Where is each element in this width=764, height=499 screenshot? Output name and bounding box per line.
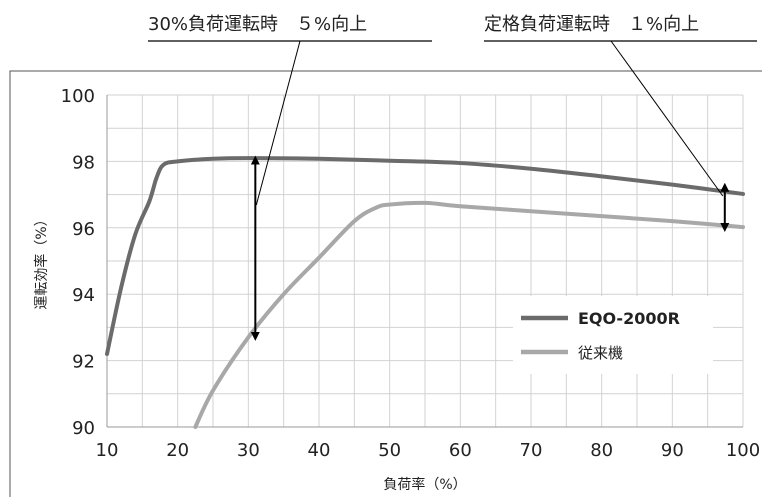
legend-box [513, 296, 713, 374]
axes [106, 95, 743, 428]
y-axis-label: 運転効率（%） [33, 212, 50, 309]
y-tick-label: 94 [72, 285, 95, 306]
tick-labels: 10 20 30 40 50 60 70 80 90 100 90 92 94 96 98 100 [61, 86, 761, 461]
x-tick-label: 50 [378, 440, 401, 461]
x-tick-label: 10 [96, 440, 119, 461]
grid [106, 94, 744, 428]
x-tick-label: 70 [520, 440, 543, 461]
x-tick-label: 30 [237, 440, 260, 461]
y-tick-label: 100 [61, 86, 95, 107]
legend-label-conventional: 従来機 [578, 344, 623, 362]
x-axis-label: 負荷率（%） [383, 476, 466, 493]
x-tick-label: 80 [590, 440, 613, 461]
callout-leader-rated [610, 40, 724, 197]
y-tick-label: 96 [72, 219, 95, 240]
callout-label-rated: 定格負荷運転時 １%向上 [484, 14, 699, 35]
x-tick-label: 20 [166, 440, 189, 461]
y-tick-label: 90 [72, 418, 95, 439]
callout-label-30pct: 30%負荷運転時 ５%向上 [148, 14, 367, 35]
x-tick-label: 60 [449, 440, 472, 461]
x-tick-label: 100 [726, 440, 760, 461]
legend-label-eqo-2000r: EQO-2000R [578, 309, 680, 328]
callout-leader-30pct [255, 40, 301, 206]
x-tick-label: 90 [661, 440, 684, 461]
annotations: 30%負荷運転時 ５%向上 定格負荷運転時 １%向上 [148, 14, 757, 341]
chart-frame [9, 70, 762, 497]
y-tick-label: 98 [72, 152, 95, 173]
legend: EQO-2000R 従来機 [513, 296, 713, 374]
y-tick-label: 92 [72, 352, 95, 373]
series-line-eqo-2000r [105, 156, 745, 356]
x-tick-label: 40 [308, 440, 331, 461]
